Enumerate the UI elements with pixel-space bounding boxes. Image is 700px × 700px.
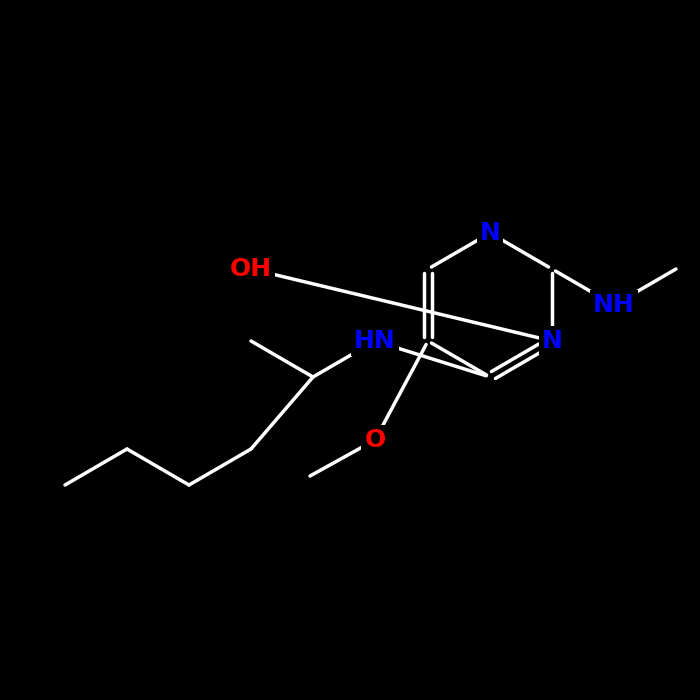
- Text: N: N: [542, 329, 562, 353]
- Text: O: O: [365, 428, 386, 452]
- Text: NH: NH: [593, 293, 635, 317]
- Text: OH: OH: [230, 257, 272, 281]
- Text: N: N: [480, 221, 500, 245]
- Text: HN: HN: [354, 329, 396, 353]
